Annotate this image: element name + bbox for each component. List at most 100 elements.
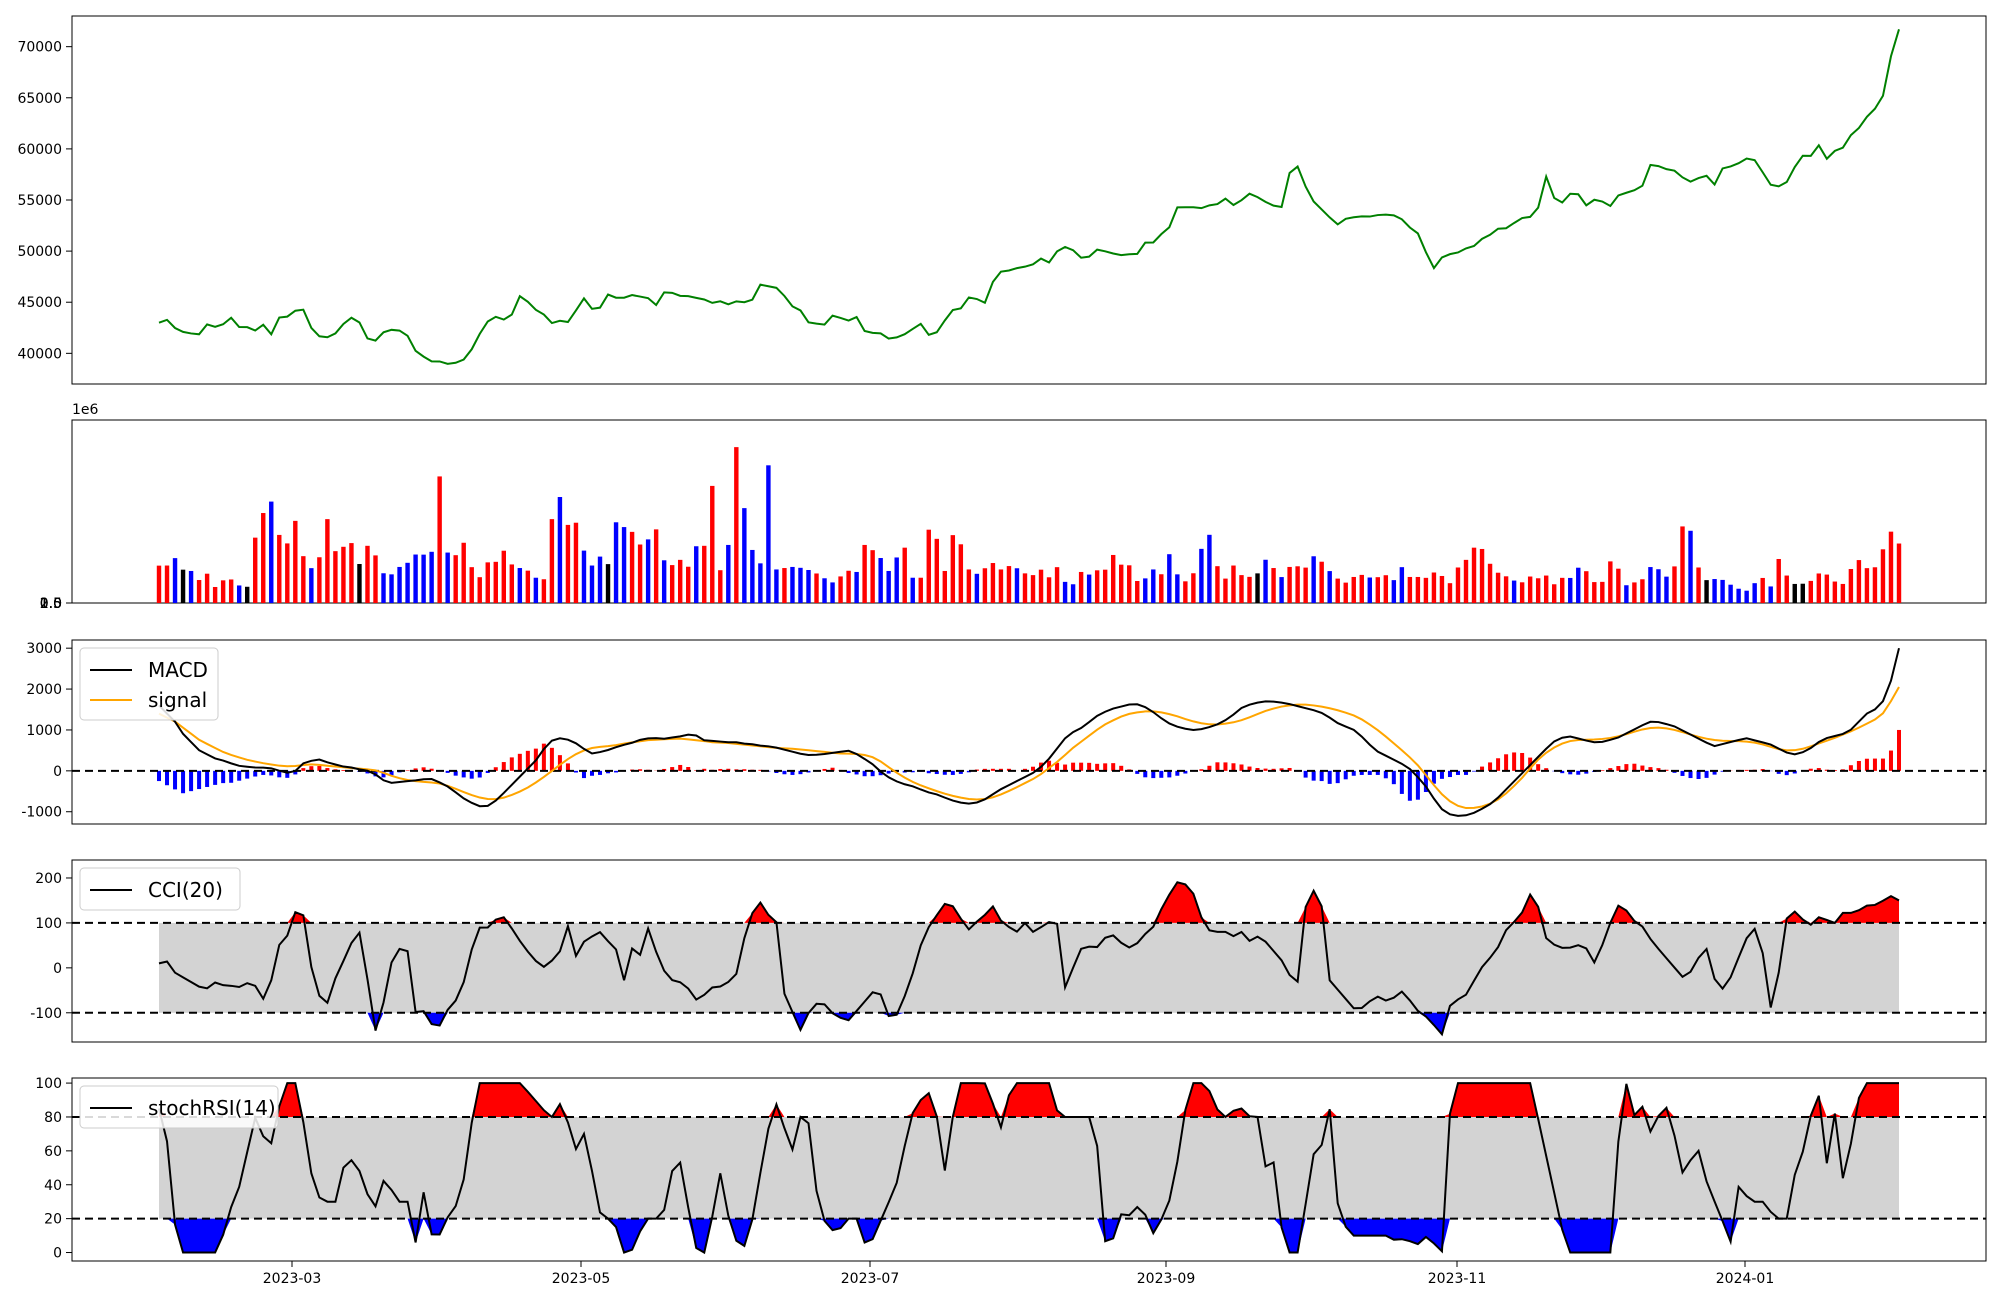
volume-bar: [1255, 573, 1259, 603]
volume-bar: [1159, 574, 1163, 603]
volume-bar: [1079, 572, 1083, 603]
volume-bar: [1752, 583, 1756, 603]
macd-histogram-bar: [221, 771, 225, 783]
macd-histogram-bar: [1697, 771, 1701, 779]
macd-histogram-bar: [847, 771, 851, 773]
volume-bar: [1809, 581, 1813, 603]
macd-histogram-bar: [245, 771, 249, 779]
macd-line: [159, 648, 1899, 816]
volume-bar: [1632, 582, 1636, 603]
volume-bar: [574, 523, 578, 603]
macd-histogram-bar: [550, 748, 554, 771]
volume-bar: [1504, 576, 1508, 603]
macd-histogram-bar: [1264, 769, 1268, 771]
volume-offset-label: 1e6: [72, 402, 99, 418]
macd-histogram-bar: [1857, 761, 1861, 771]
x-tick-label: 2023-11: [1428, 1271, 1487, 1287]
volume-bar: [1616, 569, 1620, 603]
4-ytick-label: 100: [35, 1076, 62, 1092]
volume-bar: [1704, 580, 1708, 603]
volume-bar: [229, 579, 233, 603]
volume-bar: [1440, 576, 1444, 603]
macd-histogram-bar: [181, 771, 185, 793]
volume-bar: [1392, 580, 1396, 603]
volume-bar: [927, 530, 931, 603]
volume-bar: [999, 569, 1003, 603]
macd-histogram-bar: [1881, 759, 1885, 771]
0-ytick-label: 40000: [17, 346, 62, 362]
macd-histogram-bar: [1312, 771, 1316, 781]
3-ytick-label: 200: [35, 871, 62, 887]
macd-histogram-bar: [1215, 762, 1219, 771]
volume-bar: [1191, 573, 1195, 603]
volume-bar: [1127, 565, 1131, 603]
volume-bar: [1833, 582, 1837, 603]
volume-bar: [1544, 576, 1548, 603]
legend-label: stochRSI(14): [148, 1096, 276, 1120]
volume-bar: [1119, 565, 1123, 603]
volume-bar: [285, 543, 289, 603]
volume-bar: [975, 574, 979, 603]
macd-histogram-bar: [991, 769, 995, 771]
volume-bar: [470, 567, 474, 603]
macd-histogram-bar: [1865, 759, 1869, 771]
volume-bar: [670, 565, 674, 603]
volume-bar: [373, 555, 377, 603]
macd-histogram-bar: [566, 763, 570, 770]
volume-bar: [461, 543, 465, 603]
volume-bar: [590, 566, 594, 603]
volume-bar: [1247, 577, 1251, 603]
volume-bar: [357, 564, 361, 603]
volume-bar: [1664, 577, 1668, 603]
legend-label: MACD: [148, 658, 208, 682]
volume-bar: [782, 568, 786, 603]
macd-histogram-bar: [1400, 771, 1404, 794]
macd-histogram-bar: [478, 771, 482, 778]
volume-bar: [630, 532, 634, 603]
2-ytick-label: 3000: [26, 641, 62, 657]
volume-bar: [157, 566, 161, 603]
volume-bar: [911, 578, 915, 603]
volume-bar: [1287, 567, 1291, 603]
volume-bar: [1055, 567, 1059, 603]
volume-bar: [1416, 577, 1420, 603]
volume-bar: [542, 579, 546, 603]
volume-bar: [1512, 581, 1516, 603]
volume-bar: [502, 551, 506, 603]
volume-bar: [1368, 578, 1372, 603]
macd-histogram-bar: [1689, 771, 1693, 778]
x-tick-label: 2023-03: [263, 1271, 322, 1287]
0-ytick-label: 45000: [17, 295, 62, 311]
macd-histogram-bar: [341, 770, 345, 771]
volume-bar: [1865, 568, 1869, 603]
volume-bar: [750, 550, 754, 603]
macd-histogram-bar: [518, 754, 522, 771]
volume-bar: [1881, 549, 1885, 603]
volume-bar: [951, 535, 955, 603]
volume-bar: [1175, 574, 1179, 603]
macd-panel-frame: [72, 640, 1986, 824]
volume-bar: [1111, 555, 1115, 603]
macd-histogram-bar: [574, 771, 578, 773]
volume-bar: [1873, 567, 1877, 603]
macd-histogram-bar: [510, 757, 514, 770]
volume-bar: [1263, 560, 1267, 603]
4-ytick-label: 80: [44, 1110, 62, 1126]
macd-histogram-bar: [1536, 764, 1540, 771]
volume-bar: [1063, 582, 1067, 603]
volume-bar: [221, 580, 225, 603]
volume-bar: [1760, 578, 1764, 603]
volume-bar: [189, 571, 193, 603]
macd-histogram-bar: [1159, 771, 1163, 778]
macd-histogram-bar: [1079, 763, 1083, 771]
macd-histogram-bar: [782, 771, 786, 774]
volume-bar: [1207, 535, 1211, 603]
3-ytick-label: 0: [53, 961, 62, 977]
volume-bar: [1327, 571, 1331, 603]
volume-bar: [903, 548, 907, 603]
x-tick-label: 2023-05: [552, 1271, 611, 1287]
volume-bar: [654, 529, 658, 603]
volume-bar: [1640, 579, 1644, 603]
macd-histogram-bar: [1520, 753, 1524, 771]
